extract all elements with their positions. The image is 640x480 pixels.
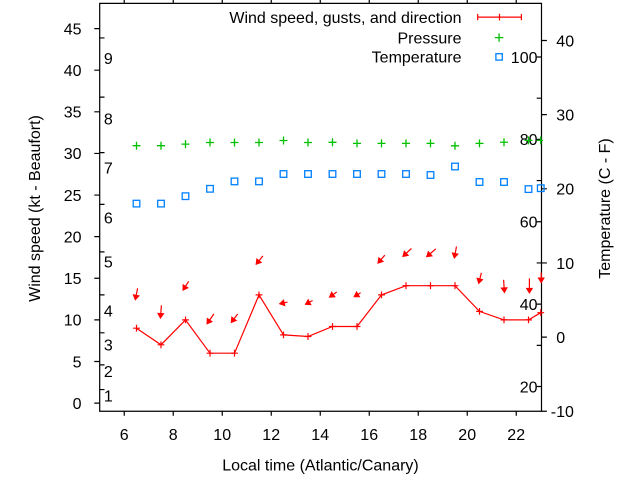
svg-text:14: 14 [311,427,329,444]
svg-text:40: 40 [556,33,574,50]
svg-text:4: 4 [104,303,113,320]
svg-text:7: 7 [104,160,113,177]
svg-text:-10: -10 [551,404,574,421]
svg-text:10: 10 [64,313,82,330]
svg-text:6: 6 [104,210,113,227]
svg-text:Temperature (C - F): Temperature (C - F) [597,138,614,278]
svg-text:Wind speed, gusts, and directi: Wind speed, gusts, and direction [229,10,461,27]
svg-text:9: 9 [104,51,113,68]
svg-text:10: 10 [556,256,574,273]
svg-text:35: 35 [64,105,82,122]
svg-text:20: 20 [520,379,538,396]
svg-text:25: 25 [64,188,82,205]
svg-text:20: 20 [458,427,476,444]
svg-text:20: 20 [64,230,82,247]
svg-text:15: 15 [64,271,82,288]
svg-text:2: 2 [104,364,113,381]
svg-text:16: 16 [360,427,378,444]
svg-text:Temperature: Temperature [372,50,462,67]
svg-text:Pressure: Pressure [397,30,461,47]
svg-text:30: 30 [556,108,574,125]
svg-text:3: 3 [104,337,113,354]
svg-text:20: 20 [556,182,574,199]
svg-text:10: 10 [213,427,231,444]
svg-text:30: 30 [64,146,82,163]
svg-text:40: 40 [64,63,82,80]
svg-text:6: 6 [120,427,129,444]
svg-text:5: 5 [73,354,82,371]
svg-text:8: 8 [169,427,178,444]
svg-text:5: 5 [104,254,113,271]
svg-text:40: 40 [520,297,538,314]
svg-text:12: 12 [262,427,280,444]
svg-text:Wind speed (kt - Beaufort): Wind speed (kt - Beaufort) [27,115,44,302]
svg-text:18: 18 [409,427,427,444]
svg-text:0: 0 [73,396,82,413]
svg-text:Local time (Atlantic/Canary): Local time (Atlantic/Canary) [222,458,419,475]
svg-text:0: 0 [556,330,565,347]
svg-text:22: 22 [507,427,525,444]
svg-text:45: 45 [64,21,82,38]
svg-text:60: 60 [520,215,538,232]
svg-text:100: 100 [511,50,538,67]
svg-text:8: 8 [104,111,113,128]
svg-text:1: 1 [104,388,113,405]
